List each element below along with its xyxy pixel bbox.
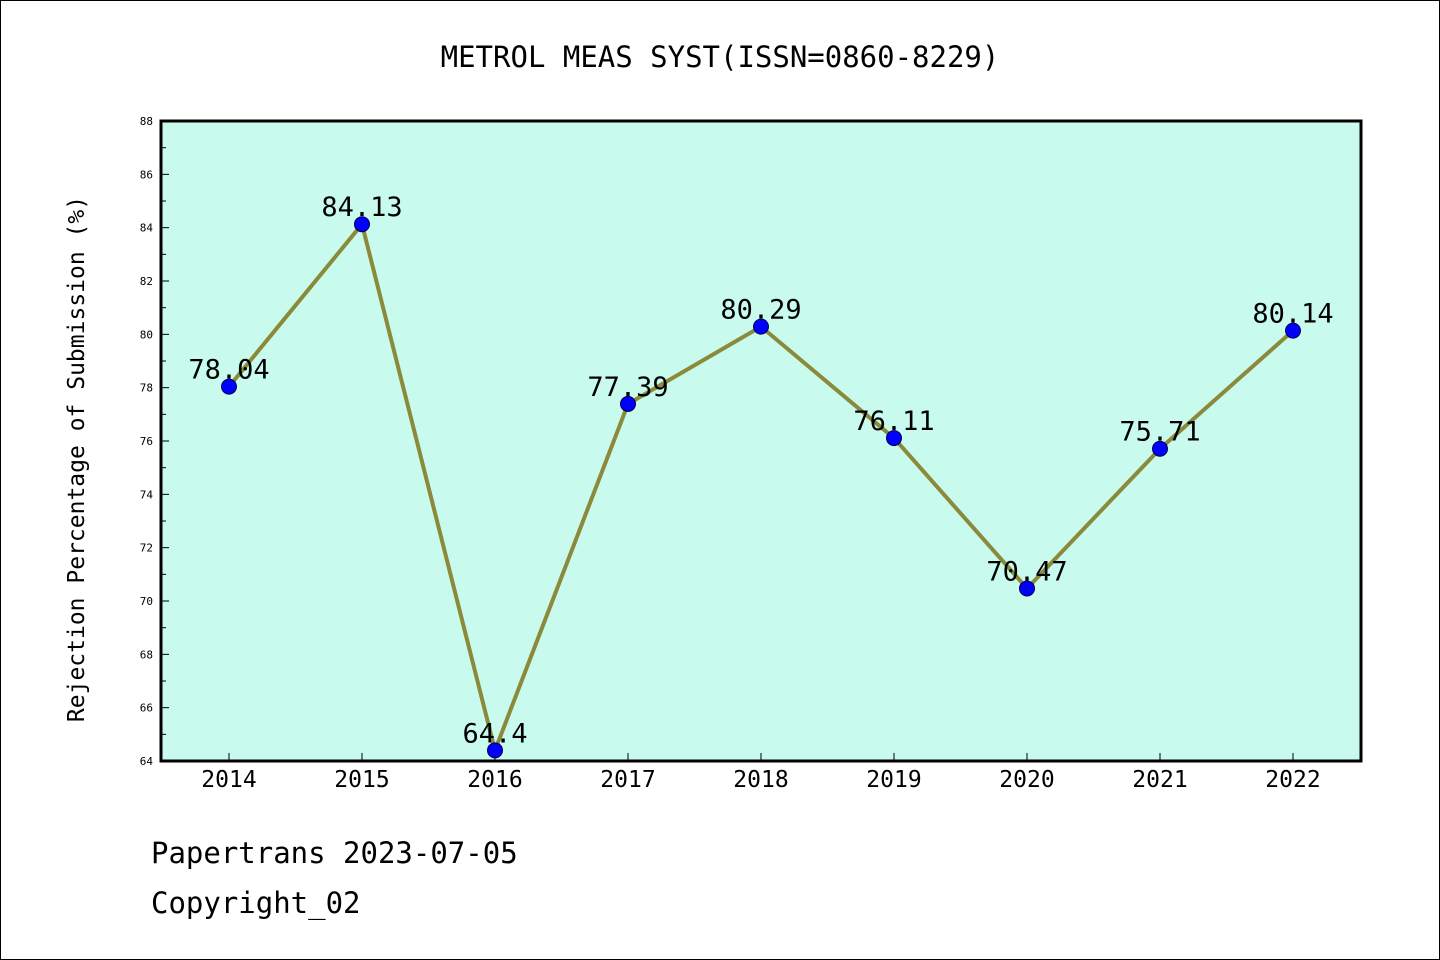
x-tick-label: 2021 <box>1132 767 1187 793</box>
x-tick-label: 2014 <box>201 767 256 793</box>
y-tick-label: 72 <box>140 542 153 555</box>
footer-copyright: Copyright_02 <box>151 886 361 920</box>
y-tick-label: 78 <box>140 382 153 395</box>
y-tick-label: 82 <box>140 275 153 288</box>
data-point <box>1152 440 1168 457</box>
chart-title: METROL MEAS SYST(ISSN=0860-8229) <box>441 40 1000 74</box>
x-tick-label: 2020 <box>999 767 1054 793</box>
x-tick-label: 2015 <box>334 767 389 793</box>
y-tick-label: 88 <box>140 115 153 128</box>
x-tick-label: 2018 <box>733 767 788 793</box>
data-point <box>487 742 503 759</box>
series-layer: 78.04 84.13 64.4 77.39 80.29 76.11 70.47 75.71 8… <box>188 192 1334 759</box>
data-label: 76.11 <box>853 406 934 437</box>
data-label: 70.47 <box>986 556 1067 587</box>
y-tick-label: 64 <box>140 755 154 768</box>
y-tick-label: 76 <box>140 435 153 448</box>
data-label: 84.13 <box>321 192 402 223</box>
data-point <box>886 430 902 447</box>
data-point <box>620 395 636 412</box>
data-point <box>1285 322 1301 339</box>
data-label: 64.4 <box>462 718 527 749</box>
x-tick-label: 2017 <box>600 767 655 793</box>
y-tick-label: 68 <box>140 648 153 661</box>
y-axis: 64 66 68 70 72 74 76 78 80 82 84 86 88 <box>140 115 169 768</box>
y-tick-label: 70 <box>140 595 153 608</box>
data-point <box>221 378 237 395</box>
data-label: 75.71 <box>1119 417 1200 448</box>
y-tick-label: 84 <box>140 222 154 235</box>
x-tick-label: 2016 <box>467 767 522 793</box>
y-tick-label: 80 <box>140 328 153 341</box>
footer-date: Papertrans 2023-07-05 <box>151 836 518 870</box>
data-label: 80.14 <box>1252 299 1333 330</box>
data-label: 78.04 <box>188 355 269 386</box>
data-label: 77.39 <box>587 372 668 403</box>
x-tick-label: 2019 <box>866 767 921 793</box>
x-tick-label: 2022 <box>1265 767 1320 793</box>
y-tick-label: 66 <box>140 702 153 715</box>
y-tick-label: 74 <box>140 488 154 501</box>
y-tick-label: 86 <box>140 168 153 181</box>
y-axis-label: Rejection Percentage of Submission (%) <box>64 196 90 722</box>
data-point <box>354 216 370 233</box>
x-axis: 2014 2015 2016 2017 2018 2019 2020 2021 2022 <box>201 753 1321 793</box>
data-point <box>753 318 769 335</box>
data-label: 80.29 <box>720 295 801 326</box>
data-point <box>1019 580 1035 597</box>
